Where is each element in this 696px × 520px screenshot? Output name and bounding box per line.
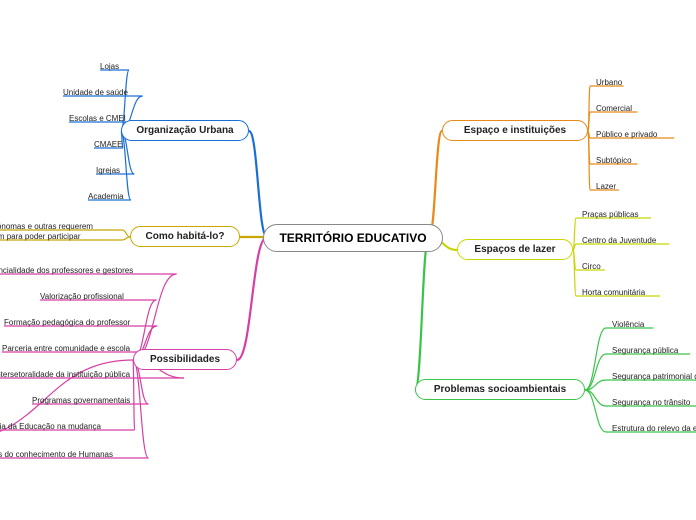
leaf-label: Parceria entre comunidade e escola — [2, 344, 130, 353]
leaf-label: Escolas e CMEI — [69, 114, 126, 123]
leaf-label: Unidade de saúde — [63, 88, 128, 97]
leaf-label: Praças públicas — [582, 210, 638, 219]
branch-org-urbana: Organização Urbana — [121, 120, 249, 141]
leaf-label: Estrutura do relevo da escola — [612, 424, 696, 433]
mindmap-edges — [0, 0, 696, 520]
leaf-label: Segurança patrimonial da esc — [612, 372, 696, 381]
branch-como-habitalo: Como habitá-lo? — [130, 226, 240, 247]
leaf-label: Centro da Juventude — [582, 236, 656, 245]
leaf-label: Intersetoralidade da instituição pública — [0, 370, 130, 379]
leaf-label: Academia — [88, 192, 124, 201]
leaf-label: CMAEE — [94, 140, 122, 149]
leaf-label: centivas as áreas do conhecimento de Hum… — [0, 450, 113, 459]
branch-problemas: Problemas socioambientais — [415, 379, 585, 400]
branch-espaco-inst: Espaço e instituições — [442, 120, 588, 141]
leaf-label: Público e privado — [596, 130, 657, 139]
center-label: TERRITÓRIO EDUCATIVO — [279, 231, 426, 245]
leaf-label: Potencialidade dos professores e gestore… — [0, 266, 133, 275]
branch-espacos-lazer: Espaços de lazer — [457, 239, 573, 260]
leaf-label: o de triagem para poder participar — [0, 232, 81, 241]
leaf-label: nto da importância da Educação na mudanç… — [0, 422, 101, 431]
leaf-label: Formação pedagógica do professor — [4, 318, 130, 327]
leaf-label: Segurança pública — [612, 346, 678, 355]
leaf-label: Violência — [612, 320, 644, 329]
leaf-label: Subtópico — [596, 156, 632, 165]
leaf-label: Urbano — [596, 78, 622, 87]
leaf-label: Circo — [582, 262, 601, 271]
leaf-label: Segurança no trânsito — [612, 398, 690, 407]
leaf-label: Horta comunitária — [582, 288, 645, 297]
leaf-label: es são autônomas e outras requerem — [0, 222, 93, 231]
center-node: TERRITÓRIO EDUCATIVO — [263, 224, 443, 252]
leaf-label: Valorização profissional — [40, 292, 124, 301]
leaf-label: Lazer — [596, 182, 616, 191]
leaf-label: Programas governamentais — [32, 396, 130, 405]
leaf-label: Comercial — [596, 104, 632, 113]
leaf-label: Igrejas — [96, 166, 120, 175]
leaf-label: Lojas — [100, 62, 119, 71]
branch-possibilidades: Possibilidades — [133, 349, 237, 370]
